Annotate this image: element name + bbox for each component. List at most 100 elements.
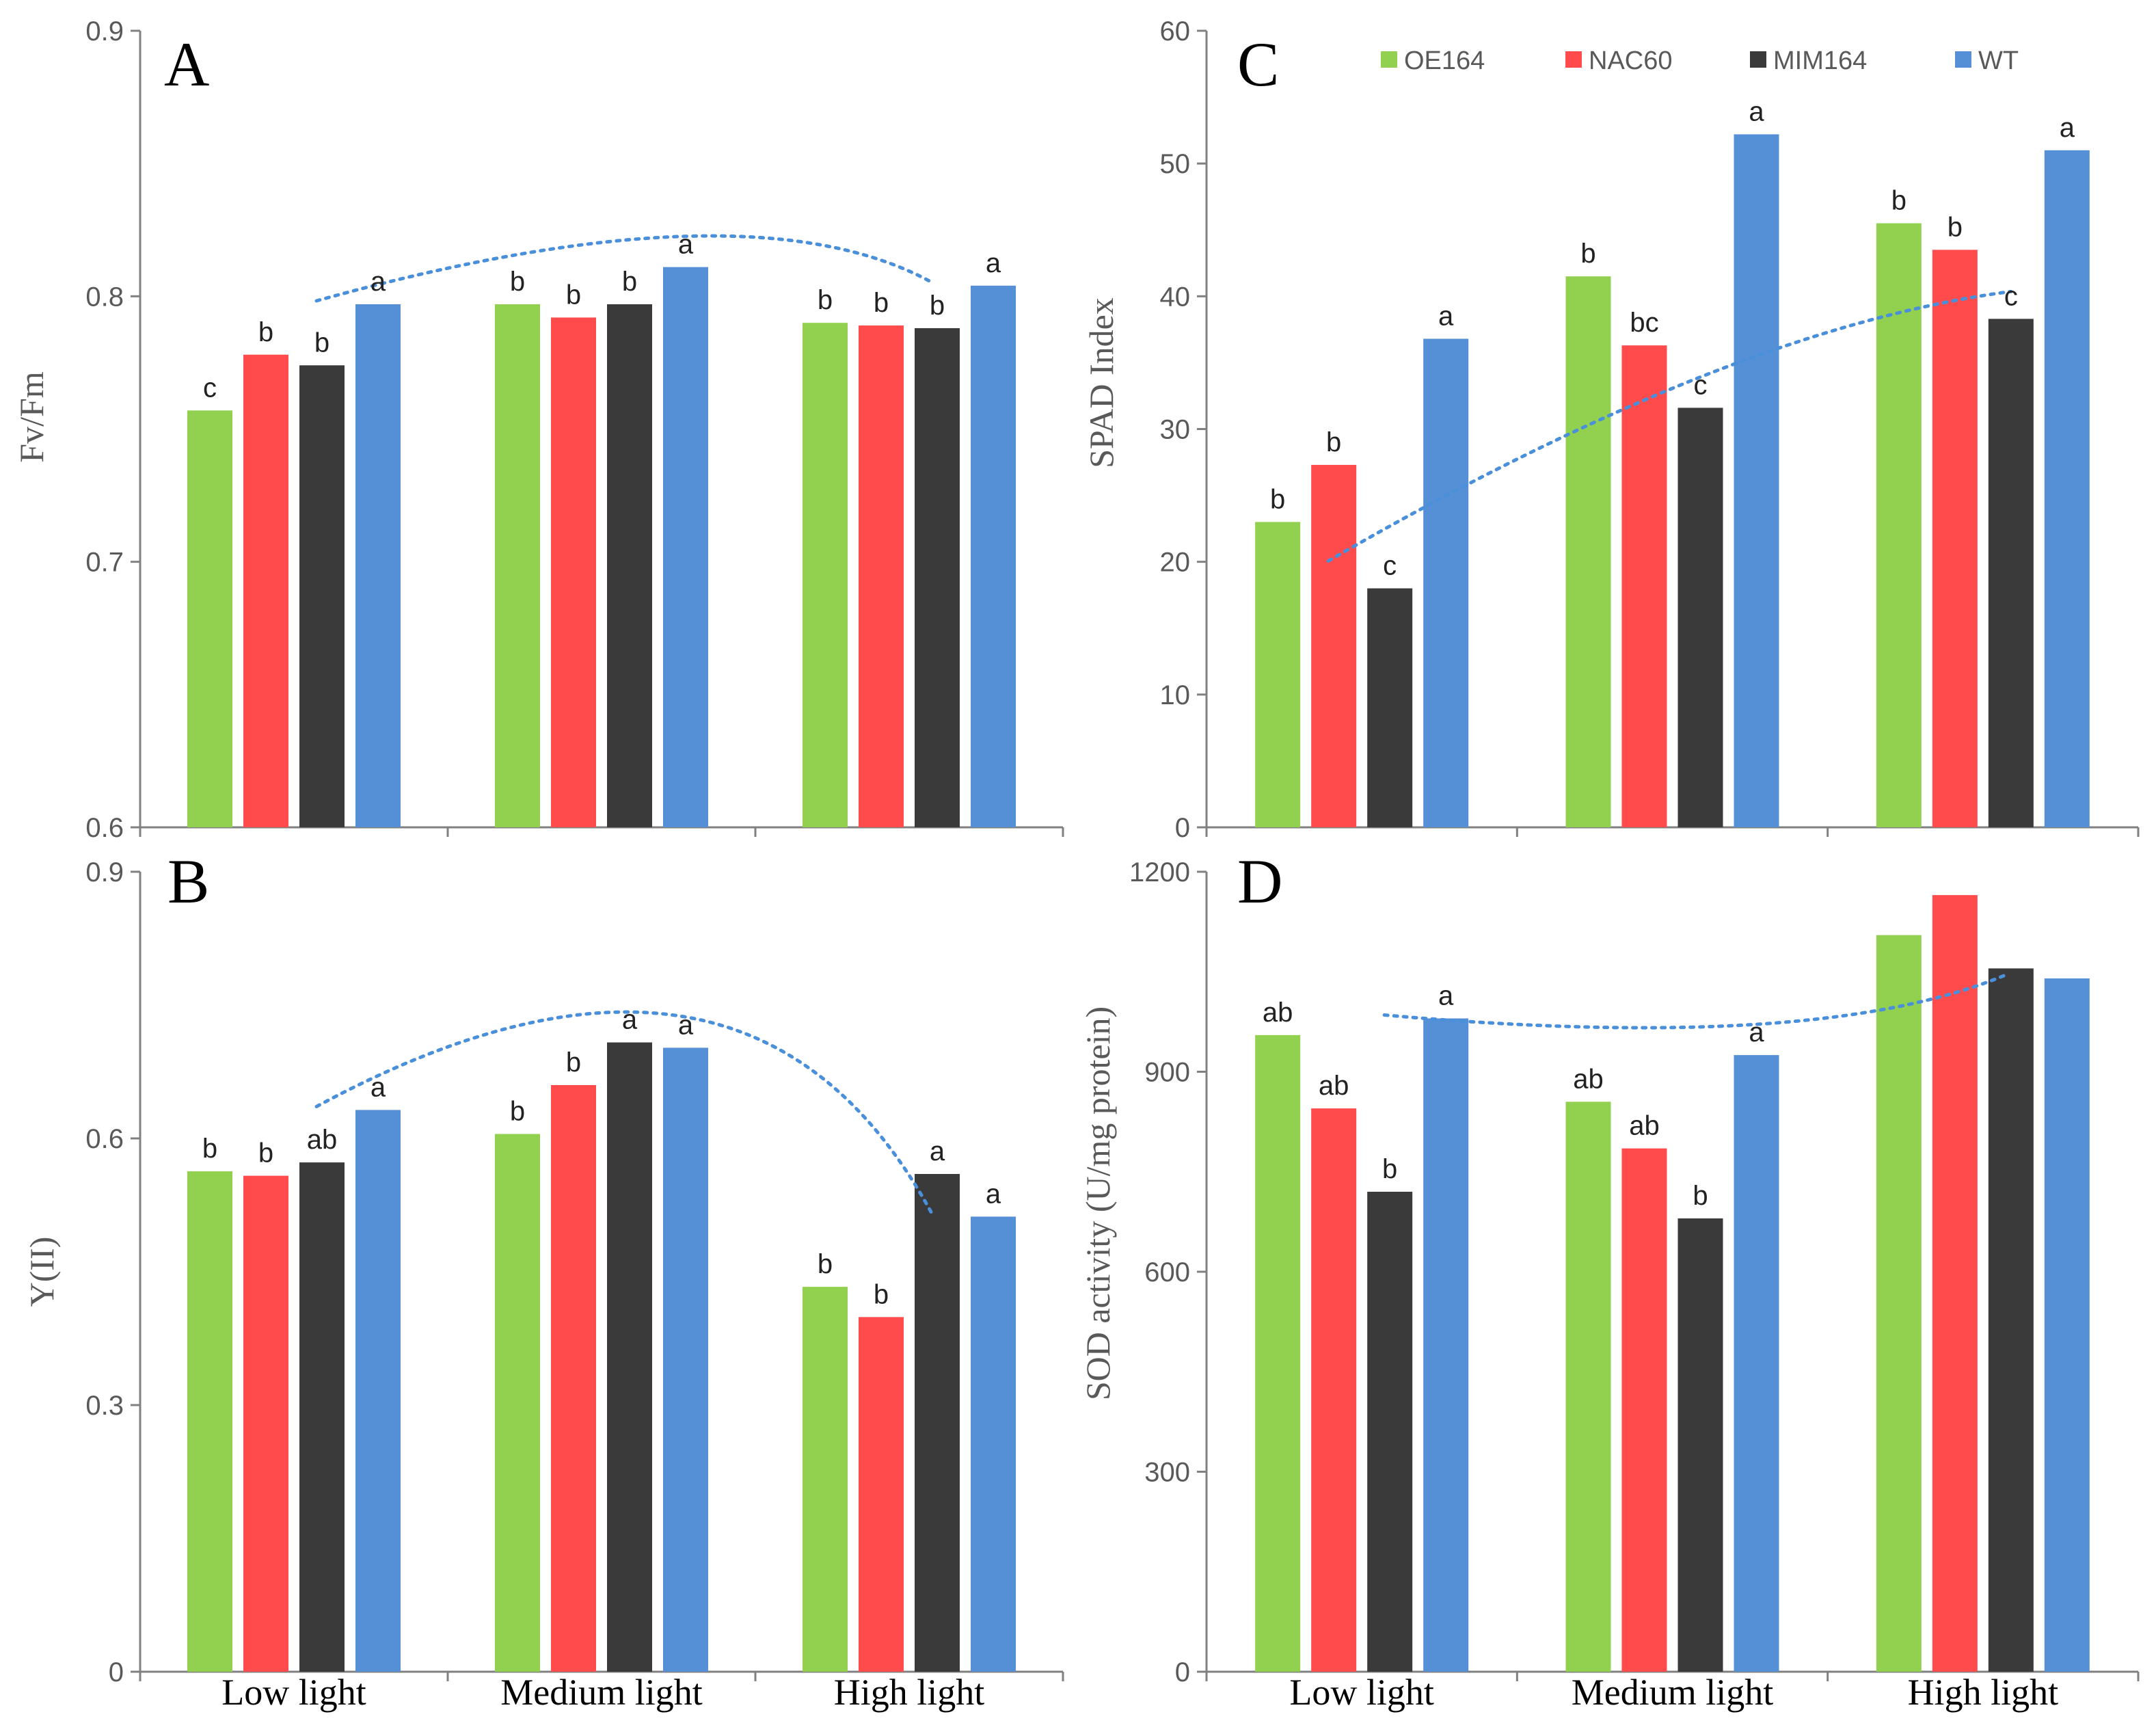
panel-b-bar-nac60-1 xyxy=(551,1085,596,1672)
panel-c-y-tick-label: 10 xyxy=(1160,680,1191,710)
panel-c-significance-label: b xyxy=(1891,186,1906,216)
legend-swatch-oe164 xyxy=(1381,51,1397,68)
panel-a-bar-wt-2 xyxy=(971,285,1016,827)
panel-d-bar-oe164-0 xyxy=(1255,1034,1301,1672)
panel-c-significance-label: c xyxy=(2004,281,2018,311)
panel-a-bar-wt-1 xyxy=(663,267,708,827)
panel-d-axes xyxy=(1197,870,2140,1681)
panel-c-y-tick-label: 40 xyxy=(1160,282,1191,312)
panel-b-labels: 0 0.3 0.6 0.9 b b b b b b ab a a a a a Low light Medium l… xyxy=(23,846,1001,1713)
panel-d-significance-label: ab xyxy=(1263,998,1293,1028)
panel-a-axes xyxy=(131,29,1064,837)
panel-c-y-tick-label: 20 xyxy=(1160,548,1191,578)
panel-d-trend-line xyxy=(1382,973,2008,1030)
panel-d-bar-wt-0 xyxy=(1423,1018,1469,1672)
panel-d-y-tick-label: 0 xyxy=(1175,1657,1190,1687)
panel-a-bar-nac60-1 xyxy=(551,317,596,827)
panel-d-bar-mim164-0 xyxy=(1367,1192,1413,1672)
panel-b-y-tick-label: 0.3 xyxy=(85,1391,124,1421)
panel-b-category-label: High light xyxy=(834,1672,985,1713)
panel-b-y-axis-title: Y(II) xyxy=(23,1237,61,1307)
legend-label-mim164: MIM164 xyxy=(1773,46,1867,75)
panel-c-bar-nac60-2 xyxy=(1932,250,1978,827)
panel-a-bar-oe164-1 xyxy=(495,304,540,827)
panel-b-bar-oe164-2 xyxy=(803,1287,848,1672)
panel-b-bar-mim164-2 xyxy=(915,1174,960,1672)
panel-c-y-tick-label: 0 xyxy=(1175,813,1190,843)
panel-d-y-tick-label: 900 xyxy=(1144,1058,1190,1088)
panel-b-bar-nac60-0 xyxy=(243,1175,288,1672)
panel-b-significance-label: b xyxy=(874,1279,889,1309)
panel-a-significance-label: b xyxy=(930,291,945,321)
panel-b-significance-label: a xyxy=(622,1005,638,1035)
panel-c-bar-nac60-1 xyxy=(1621,345,1667,827)
panel-a-bar-mim164-1 xyxy=(607,304,652,827)
panel-d-significance-label: ab xyxy=(1629,1111,1660,1141)
panel-a-bar-oe164-2 xyxy=(803,323,848,828)
panel-a-significance-label: b xyxy=(258,317,273,347)
panel-d-bar-wt-2 xyxy=(2044,978,2090,1672)
panel-c-letter: C xyxy=(1237,29,1279,99)
panel-c-significance-label: c xyxy=(1383,551,1397,581)
panel-d-category-label: Low light xyxy=(1289,1672,1434,1713)
panel-b-bars xyxy=(187,1010,1016,1672)
panel-d-significance-label: b xyxy=(1693,1181,1708,1211)
panel-d-y-tick-label: 300 xyxy=(1144,1458,1190,1488)
panel-a-y-tick-label: 0.8 xyxy=(85,282,124,312)
panel-c-significance-label: a xyxy=(2060,113,2075,143)
panel-c-significance-label: b xyxy=(1580,239,1595,269)
panel-b-significance-label: b xyxy=(510,1097,525,1127)
legend-label-oe164: OE164 xyxy=(1404,46,1485,75)
panel-c-y-axis-title: SPAD Index xyxy=(1082,297,1120,468)
panel-a-significance-label: b xyxy=(314,328,329,358)
panel-a-bar-mim164-0 xyxy=(299,365,345,827)
panel-d-category-label: Medium light xyxy=(1572,1672,1774,1713)
panel-c-bar-wt-0 xyxy=(1423,338,1469,827)
panel-c-significance-label: b xyxy=(1270,484,1285,514)
panel-d-y-tick-label: 600 xyxy=(1144,1257,1190,1287)
panel-a-y-axis-title: Fv/Fm xyxy=(12,371,51,463)
panel-d-bar-mim164-2 xyxy=(1988,968,2034,1672)
panel-a-bar-nac60-2 xyxy=(859,325,904,827)
panel-b-bar-mim164-1 xyxy=(607,1042,652,1672)
panel-a-significance-label: b xyxy=(510,267,525,297)
panel-c-axes xyxy=(1197,29,2140,837)
panel-b-yii-chart: 0 0.3 0.6 0.9 b b b b b b ab a a a a a Low light Medium l… xyxy=(23,846,1064,1713)
panel-a-y-tick-label: 0.7 xyxy=(85,548,124,578)
legend-swatch-mim164 xyxy=(1750,51,1766,68)
panel-c-bar-nac60-0 xyxy=(1311,464,1357,827)
panel-c-bar-wt-1 xyxy=(1734,134,1779,827)
panel-b-bar-wt-1 xyxy=(663,1047,708,1672)
panel-d-bars xyxy=(1255,895,2090,1672)
panel-b-axes xyxy=(131,870,1064,1681)
panel-c-y-tick-label: 30 xyxy=(1160,415,1191,445)
panel-a-bar-nac60-0 xyxy=(243,354,288,827)
legend-label-wt: WT xyxy=(1978,46,2019,75)
panel-b-significance-label: a xyxy=(678,1010,694,1040)
panel-a-significance-label: c xyxy=(203,373,217,403)
panel-b-significance-label: b xyxy=(818,1249,833,1279)
panel-d-significance-label: b xyxy=(1382,1154,1397,1184)
panel-b-bar-oe164-0 xyxy=(187,1171,232,1672)
panel-b-category-label: Low light xyxy=(221,1672,366,1713)
panel-a-y-tick-label: 0.6 xyxy=(85,813,124,843)
panel-c-y-tick-label: 60 xyxy=(1160,16,1191,46)
panel-b-significance-label: b xyxy=(258,1138,273,1168)
panel-c-bar-oe164-2 xyxy=(1876,223,1922,828)
panel-a-significance-label: a xyxy=(370,267,386,297)
panel-b-category-label: Medium light xyxy=(500,1672,703,1713)
panel-b-bar-wt-0 xyxy=(355,1110,401,1672)
panel-c-trend-line xyxy=(1326,289,2013,563)
panel-d-bar-oe164-2 xyxy=(1876,935,1922,1672)
panel-a-significance-label: b xyxy=(818,285,833,315)
panel-b-significance-label: a xyxy=(986,1179,1001,1209)
panel-b-letter: B xyxy=(167,846,209,916)
panel-a-significance-label: b xyxy=(566,280,581,310)
panel-d-bar-oe164-1 xyxy=(1565,1101,1611,1672)
panel-c-bar-oe164-0 xyxy=(1255,522,1301,827)
panel-a-bars xyxy=(187,234,1016,828)
panel-a-trend-line xyxy=(314,234,934,303)
